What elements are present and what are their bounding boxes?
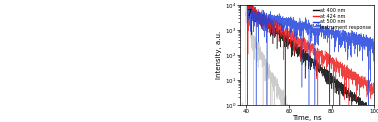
Text: 7: 7: [247, 9, 252, 18]
X-axis label: Time, ns: Time, ns: [292, 116, 322, 122]
Legend: at 400 nm, at 424 nm, at 500 nm, instrument response: at 400 nm, at 424 nm, at 500 nm, instrum…: [313, 7, 372, 30]
Y-axis label: Intensity, a.u.: Intensity, a.u.: [216, 31, 222, 79]
